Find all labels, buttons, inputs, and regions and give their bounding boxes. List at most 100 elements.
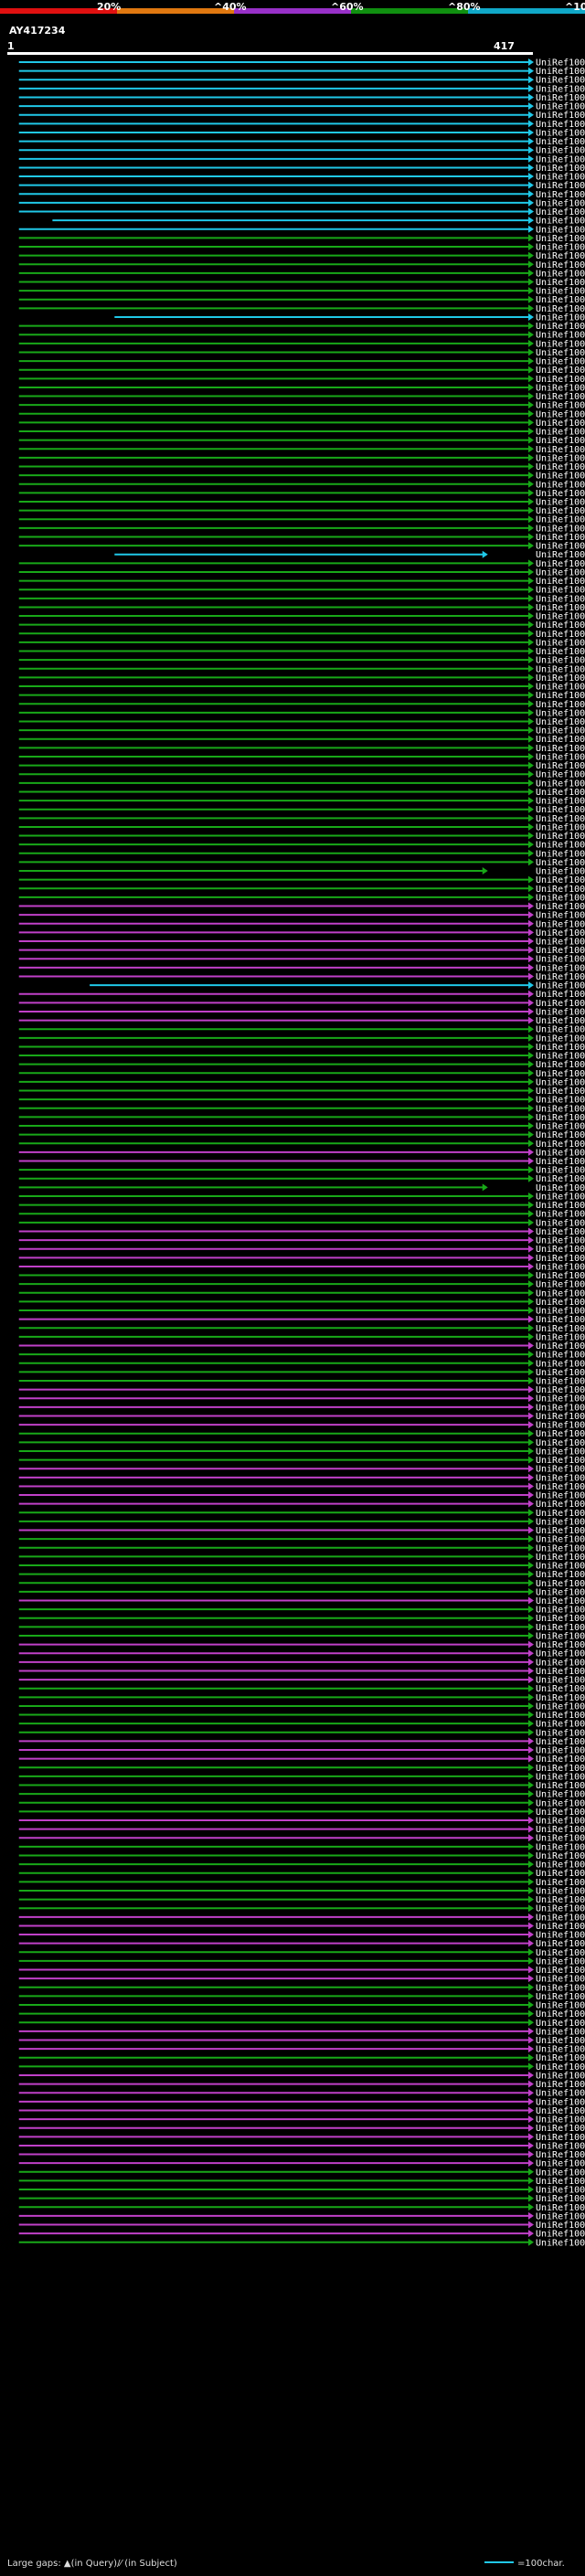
hit-label[interactable]: UniRef100_C5XRV2 [536,1412,585,1422]
hit-label[interactable]: UniRef100_P94072 [536,287,585,297]
hit-label[interactable]: UniRef100_B9RRN9 [536,2159,585,2169]
hit-label[interactable]: UniRef100_UPI000... [536,251,585,261]
hit-label[interactable]: UniRef100_B4F8C4 [536,409,585,419]
hit-label[interactable]: UniRef100_C5XSH8 [536,1649,585,1659]
hit-label[interactable]: UniRef100_A3W829 [536,586,585,596]
hit-label[interactable]: UniRef100_P45853 [536,453,585,463]
hit-label[interactable]: UniRef100_Q84PL9 [536,1332,585,1342]
hit-label[interactable]: UniRef100_A2YRY8 [536,2177,585,2187]
hit-label[interactable]: UniRef100_Q9LMC9 [536,1254,585,1264]
hit-label[interactable]: UniRef100_C5XMF1 [536,919,585,929]
hit-label[interactable]: UniRef100_A7Q4R3 [536,1157,585,1167]
hit-label[interactable]: UniRef100_A5BFQ7 [536,2168,585,2178]
hit-label[interactable]: UniRef100_C5ZV17 [536,972,585,982]
hit-label[interactable]: UniRef100_B9N5Q5 [536,1060,585,1070]
hit-label[interactable]: UniRef100_C5XRU7 [536,1465,585,1475]
hit-label[interactable]: UniRef100_B9GB15 [536,1341,585,1352]
hit-label[interactable]: UniRef100_Q6I5A4 [536,841,585,851]
hit-label[interactable]: UniRef100_C5YMS4 [536,533,585,543]
hit-label[interactable]: UniRef100_C7YN96 [536,567,585,578]
hit-label[interactable]: UniRef100_A7Q4R2 [536,849,585,859]
hit-label[interactable]: UniRef100_C5XRU8 [536,2221,585,2231]
hit-label[interactable]: UniRef100_A5B2M3 [536,805,585,815]
hit-label[interactable]: UniRef100_Q9S772 [536,1631,585,1641]
hit-label[interactable]: UniRef100_A7PBU0 [536,1790,585,1800]
hit-label[interactable]: UniRef100_Q2VDL8 [536,1104,585,1114]
hit-label[interactable]: UniRef100_P45852 [536,1966,585,1976]
hit-label[interactable]: UniRef100_A7PBK6 [536,1772,585,1782]
hit-label[interactable]: UniRef100_B5U962 [536,2106,585,2116]
hit-label[interactable]: UniRef100_C5XT31 [536,1517,585,1527]
hit-label[interactable]: UniRef100_A5A171 [536,1140,585,1150]
hit-label[interactable]: UniRef100_C5X9V7 [536,2211,585,2221]
hit-label[interactable]: UniRef100_Q9F227 [536,1016,585,1026]
hit-label[interactable]: UniRef100_Q5PMP5 [536,1640,585,1650]
hit-label[interactable]: UniRef100_Q84PL8 [536,1543,585,1553]
hit-label[interactable]: UniRef100_P23000 [536,1385,585,1395]
hit-label[interactable]: UniRef100_C5X6Q3 [536,1394,585,1405]
hit-label[interactable]: UniRef100_C6T414 [536,331,585,341]
hit-label[interactable]: UniRef100_C5XRU6 [536,1553,585,1563]
hit-label[interactable]: UniRef100_B6TZZ6 [536,2194,585,2204]
hit-label[interactable]: UniRef100_A2WMV6 [536,2186,585,2196]
hit-label[interactable]: UniRef100_P46271 [536,304,585,314]
hit-label[interactable]: UniRef100_B6TVW9 [536,1526,585,1536]
hit-label[interactable]: UniRef100_A7QTD9 [536,1034,585,1044]
hit-label[interactable]: UniRef100_A7QTD3 [536,1087,585,1097]
hit-label[interactable]: UniRef100_Q9M7Q7 [536,1227,585,1237]
hit-label[interactable]: UniRef100_A5BJQ1 [536,2150,585,2160]
hit-label[interactable]: UniRef100_Q0GR06 [536,832,585,842]
hit-label[interactable]: UniRef100_B9GDB3 [536,1667,585,1677]
hit-label[interactable]: UniRef100_Q5UQ08 [536,612,585,622]
hit-label[interactable]: UniRef100_Q84PK7 [536,1606,585,1616]
hit-label[interactable]: UniRef100_B4FAV1 [536,726,585,737]
hit-label[interactable]: UniRef100_B9NCV8 [536,2230,585,2240]
hit-label[interactable]: UniRef100_A7Q4Q9 [536,1307,585,1317]
hit-label[interactable]: UniRef100_B9SB18 [536,1271,585,1281]
hit-label[interactable]: UniRef100_B9ND31 [536,2203,585,2213]
hit-label[interactable]: UniRef100_A7L1I6 [536,2062,585,2072]
hit-label[interactable]: UniRef100_UPI000... [536,146,585,156]
hit-label[interactable]: UniRef100_B9REY4 [536,243,585,253]
hit-label[interactable]: UniRef100_A9NQL9 [536,462,585,472]
hit-label[interactable]: UniRef100_A7Q4R7 [536,858,585,868]
hit-label[interactable]: UniRef100_B6Q6C5 [536,700,585,710]
hit-label[interactable]: UniRef100_A7P2H6 [536,1166,585,1176]
hit-label[interactable]: UniRef100_B9IE18 [536,770,585,780]
hit-label[interactable]: UniRef100_C7Y255 [536,524,585,534]
hit-label[interactable]: UniRef100_Q8S544 [536,1315,585,1325]
hit-label[interactable]: UniRef100_B9NCV4 [536,1746,585,1756]
hit-label[interactable]: UniRef100_B6TWV5 [536,955,585,965]
hit-label[interactable]: UniRef100_P92996 [536,1851,585,1861]
hit-label[interactable]: UniRef100_C6P9T7 [536,867,585,877]
hit-label[interactable]: UniRef100_UPI000... [536,295,585,305]
hit-label[interactable]: UniRef100_Q9F1C8 [536,1860,585,1871]
hit-label[interactable]: UniRef100_Q9LEA7 [536,1886,585,1896]
hit-label[interactable]: UniRef100_C6TN03 [536,2097,585,2107]
hit-label[interactable]: UniRef100_B9N5Q7 [536,1280,585,1290]
hit-label[interactable]: UniRef100_Q2RVY7 [536,1658,585,1668]
hit-label[interactable]: UniRef100_B9I5T0 [536,1676,585,1686]
hit-label[interactable]: UniRef100_A9PH31 [536,173,585,183]
hit-label[interactable]: UniRef100_B6THE1 [536,1359,585,1369]
hit-label[interactable]: UniRef100_A7PBK0 [536,1535,585,1545]
hit-label[interactable]: UniRef100_A7Y4H0 [536,761,585,771]
hit-label[interactable]: UniRef100_C5WE01 [536,1482,585,1492]
hit-label[interactable]: UniRef100_Q2H7P5 [536,691,585,701]
hit-label[interactable]: UniRef100_B9S509 [536,154,585,164]
hit-label[interactable]: UniRef100_C5X585 [536,2133,585,2143]
hit-label[interactable]: UniRef100_A7TE72 [536,902,585,912]
hit-label[interactable]: UniRef100_B9RPA3 [536,752,585,762]
hit-label[interactable]: UniRef100_Q7X3W6 [536,1377,585,1387]
hit-label[interactable]: UniRef100_B3TLJ7 [536,1579,585,1589]
hit-label[interactable]: UniRef100_C5XVX4 [536,1798,585,1808]
hit-label[interactable]: UniRef100_Q94EQ3 [536,1684,585,1694]
hit-label[interactable]: UniRef100_B9RNI1 [536,938,585,948]
hit-label[interactable]: UniRef100_A7PIC6 [536,1192,585,1202]
hit-label[interactable]: UniRef100_A7PBK1 [536,1764,585,1774]
hit-label[interactable]: UniRef100_B9N5Q6 [536,1288,585,1299]
hit-label[interactable]: UniRef100_B6TWC3 [536,1623,585,1633]
hit-label[interactable]: UniRef100_Q2H7S7 [536,638,585,648]
hit-label[interactable]: UniRef100_Q2XT26 [536,1913,585,1923]
hit-label[interactable]: UniRef100_B9FN41 [536,1754,585,1765]
